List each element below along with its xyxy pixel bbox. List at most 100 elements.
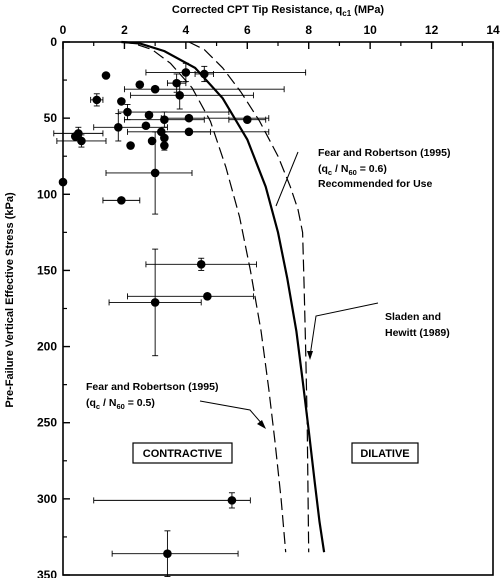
data-point xyxy=(147,136,157,146)
data-point xyxy=(141,121,151,131)
y-tick-label: 0 xyxy=(50,35,57,49)
data-marker xyxy=(126,141,135,150)
data-point xyxy=(101,71,111,80)
data-marker xyxy=(141,121,151,131)
data-point xyxy=(117,103,230,121)
data-point xyxy=(70,132,80,141)
data-marker xyxy=(117,97,126,106)
svg-text:Fear and Robertson (1995): Fear and Robertson (1995) xyxy=(318,147,450,159)
data-marker xyxy=(117,196,126,205)
y-tick-label: 150 xyxy=(37,263,57,277)
data-marker xyxy=(58,177,68,187)
data-marker xyxy=(227,496,237,505)
data-point xyxy=(105,131,193,215)
curve-1 xyxy=(121,40,326,553)
y-tick-label: 100 xyxy=(37,187,57,201)
data-marker xyxy=(77,136,86,146)
y-tick-label: 200 xyxy=(37,340,57,354)
data-marker xyxy=(150,298,160,307)
y-axis-title: Pre-Failure Vertical Effective Stress (k… xyxy=(4,192,16,408)
annotation-fr-0-5: Fear and Robertson (1995) (qc / N60 = 0.… xyxy=(86,381,266,429)
curve-3 xyxy=(188,41,310,553)
data-point xyxy=(145,257,257,271)
svg-text:Recommended for Use: Recommended for Use xyxy=(318,178,433,190)
leader-fr-0-6 xyxy=(275,151,299,207)
data-point xyxy=(111,530,239,577)
data-marker xyxy=(163,549,172,558)
annotation-fr-0-6: Fear and Robertson (1995) (qc / N60 = 0.… xyxy=(275,147,450,207)
data-point xyxy=(126,141,135,150)
data-marker xyxy=(147,136,157,146)
data-marker xyxy=(92,95,102,105)
data-marker xyxy=(160,133,169,143)
y-ticks: 0 50 100 150 200 250 300 350 xyxy=(37,35,70,578)
data-marker xyxy=(160,141,169,150)
region-dilative: DILATIVE xyxy=(351,442,419,464)
region-contractive: CONTRACTIVE xyxy=(132,442,233,464)
data-point xyxy=(160,140,169,151)
data-points xyxy=(53,62,307,577)
data-marker xyxy=(181,68,191,77)
x-tick-label: 12 xyxy=(425,23,439,37)
data-point xyxy=(127,292,254,301)
data-marker xyxy=(101,71,111,80)
x-tick-label: 0 xyxy=(60,23,67,37)
data-point xyxy=(145,62,307,83)
x-tick-label: 10 xyxy=(363,23,377,37)
x-tick-label: 2 xyxy=(121,23,128,37)
y-tick-label: 50 xyxy=(44,111,58,125)
data-point xyxy=(123,84,285,94)
data-point xyxy=(144,110,154,120)
reference-curves xyxy=(121,40,326,553)
data-marker xyxy=(184,113,194,123)
x-tick-label: 4 xyxy=(183,23,190,37)
annotation-sladen-hewitt: Sladen and Hewitt (1989) xyxy=(307,302,450,360)
svg-text:CONTRACTIVE: CONTRACTIVE xyxy=(143,448,222,460)
y-tick-label: 300 xyxy=(37,492,57,506)
data-marker xyxy=(160,115,169,124)
data-point xyxy=(56,134,107,148)
y-tick-label: 350 xyxy=(37,568,57,578)
data-point xyxy=(194,65,214,83)
data-marker xyxy=(150,84,160,94)
data-marker xyxy=(203,292,212,301)
data-marker xyxy=(196,260,206,269)
data-point xyxy=(102,196,141,205)
data-point xyxy=(90,93,104,107)
data-point xyxy=(160,113,270,123)
x-axis-title: Corrected CPT Tip Resistance, qc1 (MPa) xyxy=(172,4,385,18)
data-point xyxy=(93,113,168,142)
data-point xyxy=(130,81,254,110)
data-point xyxy=(117,97,126,106)
data-point xyxy=(166,73,187,93)
x-tick-label: 6 xyxy=(244,23,251,37)
y-tick-label: 250 xyxy=(37,416,57,430)
leader-fr-0-5 xyxy=(199,400,264,426)
data-marker xyxy=(144,110,154,120)
data-point xyxy=(58,177,68,187)
plot-frame xyxy=(62,41,494,576)
x-ticks: 0 2 4 6 8 10 12 14 xyxy=(60,23,500,49)
data-point xyxy=(160,127,270,137)
data-marker xyxy=(135,80,145,89)
data-point xyxy=(93,492,251,509)
leader-sladen-hewitt xyxy=(309,302,379,357)
svg-text:Hewitt (1989): Hewitt (1989) xyxy=(385,327,450,339)
data-point xyxy=(108,248,202,357)
svg-text:Fear and Robertson (1995): Fear and Robertson (1995) xyxy=(86,381,218,393)
svg-text:Sladen and: Sladen and xyxy=(385,311,441,323)
x-tick-label: 8 xyxy=(305,23,312,37)
data-marker xyxy=(172,78,181,88)
data-marker xyxy=(175,91,185,100)
data-marker xyxy=(123,107,132,117)
x-tick-label: 14 xyxy=(486,23,500,37)
svg-text:(qc / N60 = 0.6): (qc / N60 = 0.6) xyxy=(318,163,387,177)
data-marker xyxy=(150,168,160,178)
data-marker xyxy=(184,127,194,137)
svg-text:DILATIVE: DILATIVE xyxy=(360,448,409,460)
data-marker xyxy=(199,69,209,79)
data-point xyxy=(123,111,205,128)
data-point xyxy=(135,80,145,89)
data-marker xyxy=(70,132,80,141)
